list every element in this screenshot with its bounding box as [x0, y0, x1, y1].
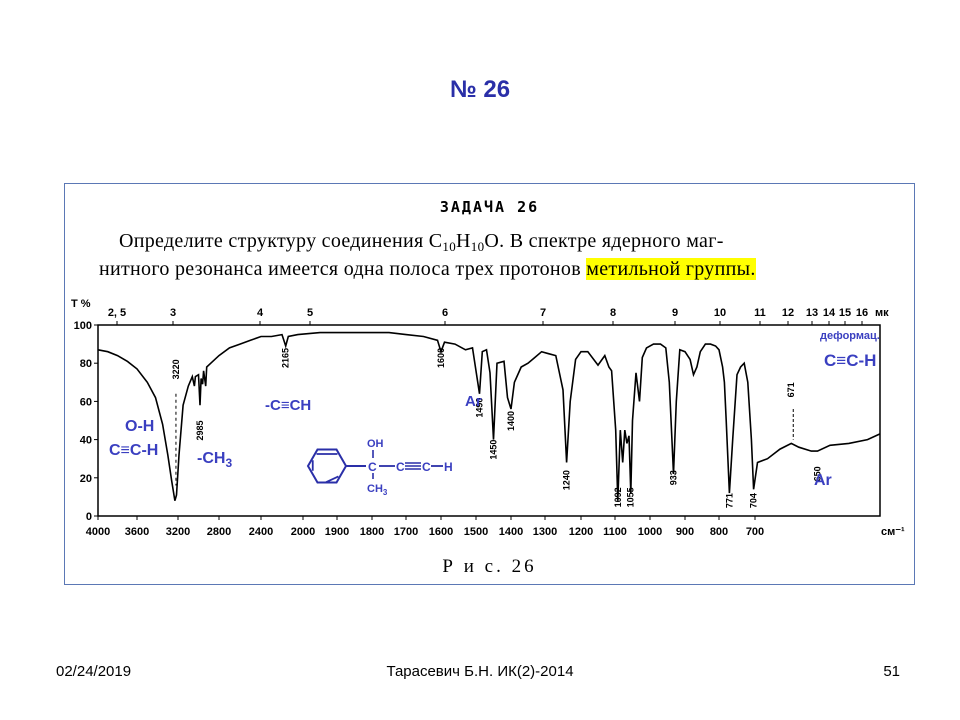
task-text-line-1: Определите структуру соединения C10H10O.… — [119, 230, 724, 255]
triple-bond — [405, 462, 421, 470]
slide-title: № 26 — [449, 76, 511, 103]
formula-subscript: 10 — [442, 239, 457, 254]
top-tick-label: 16 — [856, 307, 868, 319]
top-tick-label: 15 — [839, 307, 851, 319]
spectrum-annotations: O-H C≡C-H -CH3 -C≡CH Ar деформац. C≡C-H Ar — [109, 330, 880, 489]
footer-page-number: 51 — [883, 663, 900, 680]
x-tick-label: 900 — [676, 526, 694, 538]
x-tick-label: 1800 — [360, 526, 384, 538]
formula-subscript: 10 — [470, 239, 485, 254]
x-tick-label: 1600 — [429, 526, 453, 538]
y-tick-label: 0 — [86, 511, 92, 523]
x-tick-label: 4000 — [86, 526, 110, 538]
annotation-ar-mid: Ar — [465, 393, 482, 410]
top-tick-label: 4 — [257, 307, 264, 319]
annotation-oh: O-H — [125, 418, 154, 435]
x-tick-label: 1100 — [603, 526, 627, 538]
atom-c: C — [368, 460, 377, 474]
x-tick-label: 800 — [710, 526, 728, 538]
top-tick-label: 8 — [610, 307, 616, 319]
atom-ch3: CH3 — [367, 483, 388, 497]
peak-label: 1450 — [489, 440, 499, 460]
spectrum-line — [97, 331, 881, 501]
task-text-line-2: нитного резонанса имеется одна полоса тр… — [99, 258, 756, 281]
atom-c: C — [396, 460, 405, 474]
y-tick-label: 60 — [80, 396, 92, 408]
x-tick-label: 1200 — [569, 526, 593, 538]
annotation-ar-right: Ar — [814, 472, 832, 489]
benzene-double-bonds — [311, 453, 339, 483]
y-tick-label: 80 — [80, 358, 92, 370]
figure-frame: ЗАДАЧА 26 Определите структуру соединени… — [64, 183, 915, 585]
task-text-part: Определите структуру соединения C — [119, 230, 443, 252]
formula-element: H — [456, 230, 471, 252]
x-tick-label: 1700 — [394, 526, 418, 538]
x-tick-label: 1900 — [325, 526, 349, 538]
annotation-cch-right: C≡C-H — [824, 351, 876, 370]
top-tick-label: 7 — [540, 307, 546, 319]
annotation-ch3-subscript: 3 — [225, 456, 232, 470]
peak-label: 2165 — [281, 348, 291, 368]
top-tick-label: 14 — [823, 307, 836, 319]
highlighted-phrase: метильной группы. — [586, 258, 756, 280]
peak-label: 1400 — [506, 411, 516, 431]
peak-label: 1600 — [436, 348, 446, 368]
y-tick-label: 40 — [80, 435, 92, 447]
ir-spectrum-chart: T % 100 80 60 40 20 0 4000 3600 3200 2800 2400 2000… — [71, 298, 905, 538]
x-axis-unit: см⁻¹ — [881, 526, 905, 538]
x-tick-label: 2000 — [291, 526, 315, 538]
peak-label: 671 — [786, 382, 796, 397]
atom-oh: OH — [367, 438, 384, 450]
y-tick-label: 100 — [74, 320, 92, 332]
plot-border — [97, 324, 881, 517]
top-tick-label: 11 — [754, 307, 766, 319]
top-tick-label: 9 — [672, 307, 678, 319]
peak-label: 1055 — [626, 487, 636, 507]
annotation-deformation: деформац. — [820, 330, 880, 342]
peak-label: 650 — [813, 466, 823, 481]
peak-label: 771 — [724, 493, 734, 508]
footer-date: 02/24/2019 — [56, 663, 132, 680]
atom-h: H — [444, 460, 453, 474]
x-tick-label: 1500 — [464, 526, 488, 538]
top-axis-unit: мк — [875, 307, 889, 319]
x-tick-label: 3200 — [166, 526, 190, 538]
top-tick-label: 10 — [714, 307, 726, 319]
y-tick-label: 20 — [80, 473, 92, 485]
peak-label: 704 — [749, 493, 759, 508]
y-axis-label: T % — [71, 298, 91, 310]
task-heading: ЗАДАЧА 26 — [439, 198, 540, 216]
top-tick-label: 6 — [442, 307, 448, 319]
chart-axes: T % — [71, 298, 881, 517]
figure-caption: Р и с. 26 — [442, 556, 537, 577]
x-tick-label: 1000 — [638, 526, 662, 538]
x-tick-label: 3600 — [125, 526, 149, 538]
benzene-ring — [306, 448, 348, 484]
task-text-part: нитного резонанса имеется одна полоса тр… — [99, 258, 587, 280]
footer-author: Тарасевич Б.Н. ИК(2)-2014 — [386, 663, 574, 680]
annotation-ccch: -C≡CH — [265, 397, 311, 414]
top-tick-label: 2, 5 — [108, 307, 126, 319]
peak-label: 2985 — [195, 421, 205, 441]
chart-ticks: 100 80 60 40 20 0 4000 3600 3200 2800 2400 2000 1900… — [74, 307, 905, 538]
top-tick-label: 12 — [782, 307, 794, 319]
annotation-cch-left: C≡C-H — [109, 442, 158, 459]
top-tick-label: 5 — [307, 307, 313, 319]
peak-label: 1240 — [562, 470, 572, 490]
peak-label: 1490 — [475, 398, 485, 418]
top-tick-label: 13 — [806, 307, 818, 319]
x-tick-label: 2800 — [207, 526, 231, 538]
atom-c: C — [422, 460, 431, 474]
atom-ch3-subscript: 3 — [383, 488, 388, 497]
x-tick-label: 1300 — [533, 526, 557, 538]
x-tick-label: 700 — [746, 526, 764, 538]
task-text-part: O. В спектре ядерного маг- — [484, 230, 724, 252]
peak-label: 933 — [668, 470, 678, 485]
x-tick-label: 2400 — [249, 526, 273, 538]
peak-label: 3220 — [171, 359, 181, 379]
annotation-ch3: -CH3 — [197, 450, 232, 470]
top-tick-label: 3 — [170, 307, 176, 319]
x-tick-label: 1400 — [499, 526, 523, 538]
